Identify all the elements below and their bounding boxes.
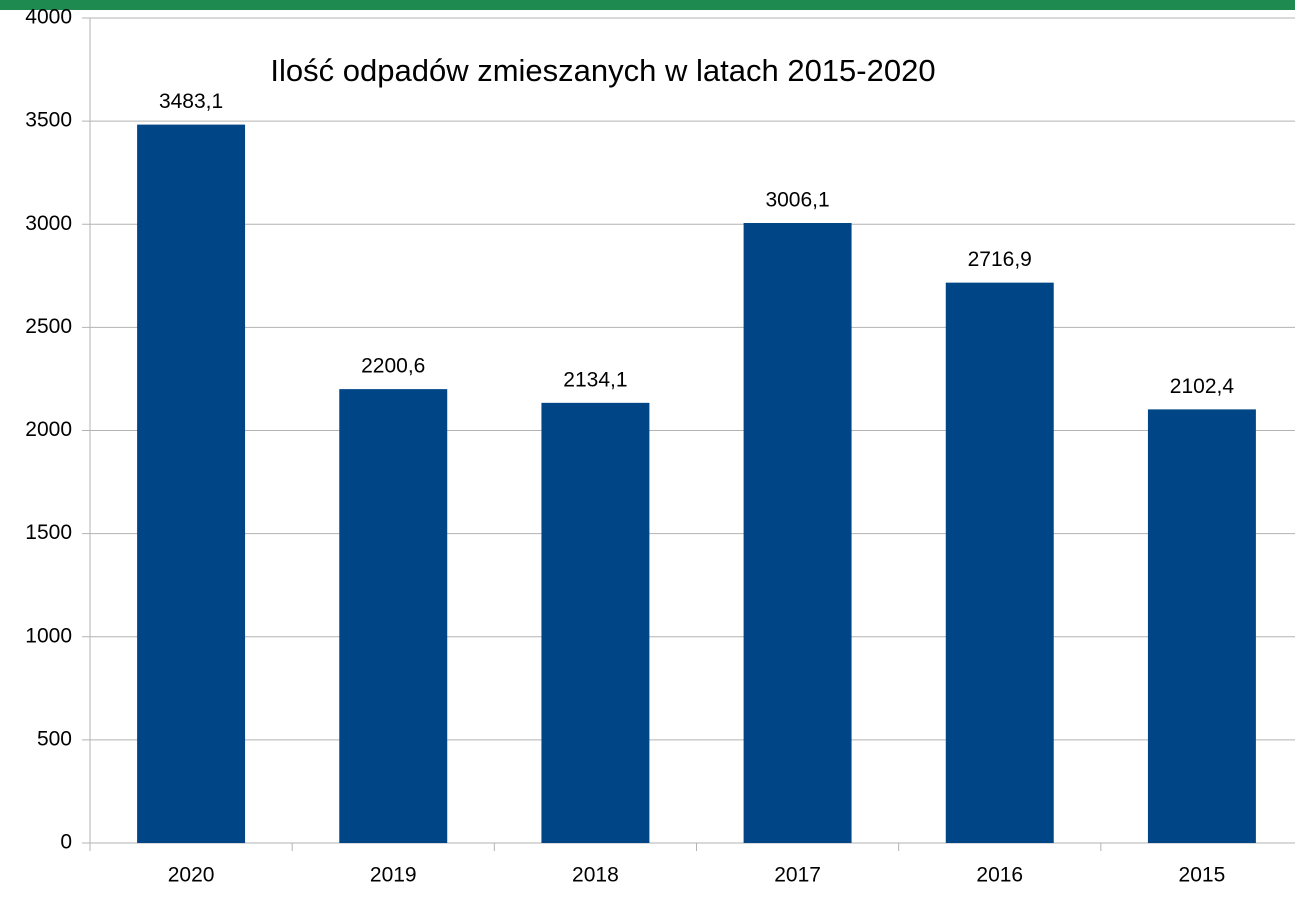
chart-title: Ilość odpadów zmieszanych w latach 2015-… [270, 53, 935, 88]
value-label: 2102,4 [1170, 375, 1235, 398]
bar [945, 282, 1054, 843]
y-tick-label: 1000 [25, 624, 72, 647]
x-tick-label: 2017 [774, 864, 821, 887]
top-bar [0, 0, 1295, 10]
y-tick-label: 500 [37, 727, 72, 750]
y-tick-label: 4000 [25, 6, 72, 29]
x-tick-label: 2018 [572, 864, 619, 887]
bar [137, 124, 246, 844]
bar [1147, 409, 1256, 843]
x-tick-label: 2020 [168, 864, 215, 887]
value-label: 2134,1 [563, 368, 627, 391]
y-tick-label: 1500 [25, 521, 72, 544]
value-label: 3006,1 [765, 189, 829, 212]
y-tick-label: 2000 [25, 418, 72, 441]
bar [743, 222, 852, 843]
bar [339, 389, 448, 843]
x-tick-label: 2016 [976, 864, 1023, 887]
y-tick-label: 2500 [25, 315, 72, 338]
value-label: 3483,1 [159, 90, 223, 113]
value-label: 2200,6 [361, 355, 425, 378]
bar [541, 402, 650, 843]
x-tick-label: 2019 [370, 864, 417, 887]
value-label: 2716,9 [968, 248, 1032, 271]
y-tick-label: 3500 [25, 109, 72, 132]
y-tick-label: 3000 [25, 212, 72, 235]
x-tick-label: 2015 [1179, 864, 1226, 887]
y-tick-label: 0 [60, 831, 72, 854]
